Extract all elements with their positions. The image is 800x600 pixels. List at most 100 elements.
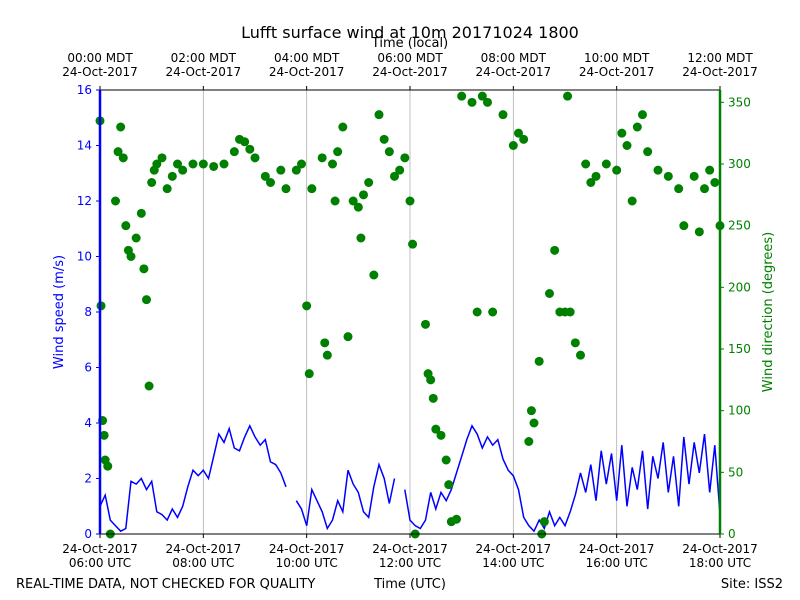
direction-point <box>142 295 151 305</box>
x-tick-label: 24-Oct-2017 14:00 UTC <box>476 542 552 570</box>
direction-point <box>700 184 709 194</box>
direction-point <box>157 153 167 163</box>
direction-point <box>524 437 534 446</box>
y-tick-label: 0 <box>84 527 92 541</box>
direction-point <box>139 264 149 274</box>
x-tick-label: 24-Oct-2017 12:00 UTC <box>372 542 448 570</box>
direction-point <box>545 289 554 298</box>
direction-point <box>622 141 632 150</box>
direction-point <box>591 171 601 181</box>
direction-point <box>694 227 704 237</box>
y2-tick-label: 200 <box>728 280 751 294</box>
y-tick-label: 16 <box>77 83 92 97</box>
direction-point <box>136 208 146 218</box>
direction-point <box>488 307 498 317</box>
y-tick-label: 8 <box>84 305 92 319</box>
direction-point <box>514 128 523 138</box>
direction-point <box>612 165 622 175</box>
direction-point <box>250 153 260 163</box>
direction-point <box>483 97 492 107</box>
x-tick-label: 24-Oct-2017 08:00 UTC <box>166 542 242 570</box>
x2-tick-label: 12:00 MDT 24-Oct-2017 <box>682 51 758 79</box>
direction-point <box>113 147 123 157</box>
direction-point <box>674 184 684 194</box>
direction-point <box>219 159 229 169</box>
direction-point <box>617 128 627 138</box>
chart-title: Lufft surface wind at 10m 20171024 1800 <box>241 23 579 42</box>
direction-point <box>526 406 536 416</box>
direction-point <box>508 141 518 150</box>
direction-point <box>328 159 337 169</box>
direction-point <box>390 171 399 181</box>
x-tick-label: 24-Oct-2017 06:00 UTC <box>62 542 138 570</box>
direction-point <box>245 144 255 154</box>
direction-point <box>116 122 126 132</box>
direction-point <box>408 239 418 249</box>
x2-tick-label: 00:00 MDT 24-Oct-2017 <box>62 51 138 79</box>
direction-point <box>330 196 340 206</box>
y-axis-label: Wind speed (m/s) <box>52 255 67 369</box>
direction-point <box>276 165 286 175</box>
direction-point <box>421 319 430 329</box>
direction-point <box>498 110 508 120</box>
direction-point <box>266 178 275 187</box>
direction-point <box>144 381 154 391</box>
direction-point <box>198 159 208 169</box>
direction-point <box>320 338 330 348</box>
direction-point <box>229 147 239 157</box>
y2-tick-label: 250 <box>728 219 751 233</box>
direction-point <box>529 418 539 428</box>
direction-point <box>581 159 591 169</box>
direction-point <box>632 122 642 132</box>
footer-left: REAL-TIME DATA, NOT CHECKED FOR QUALITY <box>16 577 315 592</box>
direction-point <box>374 110 384 120</box>
direction-point <box>472 307 482 317</box>
direction-point <box>550 245 560 255</box>
direction-point <box>356 233 366 243</box>
direction-point <box>663 171 673 181</box>
y2-tick-label: 350 <box>728 95 751 109</box>
direction-point <box>679 221 689 231</box>
direction-point <box>167 171 177 181</box>
direction-point <box>297 159 306 169</box>
direction-point <box>576 350 585 360</box>
direction-point <box>467 97 477 107</box>
y2-tick-label: 100 <box>728 404 751 418</box>
direction-point <box>353 202 363 212</box>
direction-point <box>426 375 436 385</box>
direction-point <box>436 430 446 440</box>
direction-point <box>291 165 301 175</box>
direction-point <box>260 171 270 181</box>
direction-point <box>302 301 312 311</box>
direction-point <box>147 178 157 187</box>
speed-line <box>99 424 721 533</box>
y2-tick-label: 150 <box>728 342 751 356</box>
direction-point <box>519 134 529 144</box>
direction-point <box>395 165 405 175</box>
direction-point <box>359 190 368 200</box>
y-tick-label: 10 <box>77 250 92 264</box>
y-tick-label: 12 <box>77 194 92 208</box>
x-tick-label: 24-Oct-2017 10:00 UTC <box>269 542 345 570</box>
x2-tick-label: 04:00 MDT 24-Oct-2017 <box>269 51 345 79</box>
direction-point <box>457 91 467 101</box>
direction-point <box>131 233 141 243</box>
x2-tick-label: 02:00 MDT 24-Oct-2017 <box>166 51 242 79</box>
direction-point <box>333 147 343 157</box>
direction-point <box>586 178 596 187</box>
direction-point <box>570 338 580 348</box>
direction-point <box>539 517 549 527</box>
y2-axis-label: Wind direction (degrees) <box>761 232 776 392</box>
direction-point <box>343 332 353 342</box>
direction-point <box>428 393 438 403</box>
direction-point <box>444 480 454 490</box>
direction-point <box>304 369 314 379</box>
direction-point <box>452 514 461 524</box>
x2-tick-label: 08:00 MDT 24-Oct-2017 <box>476 51 552 79</box>
direction-point <box>563 91 573 101</box>
direction-point <box>441 455 451 465</box>
direction-point <box>643 147 653 157</box>
direction-point <box>379 134 389 144</box>
x2-axis-label: Time (local) <box>371 36 448 51</box>
x-tick-label: 24-Oct-2017 18:00 UTC <box>682 542 758 570</box>
